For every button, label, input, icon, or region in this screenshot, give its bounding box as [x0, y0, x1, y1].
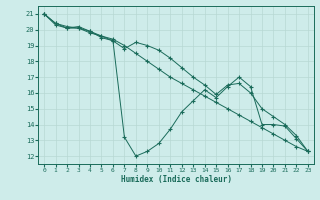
X-axis label: Humidex (Indice chaleur): Humidex (Indice chaleur): [121, 175, 231, 184]
